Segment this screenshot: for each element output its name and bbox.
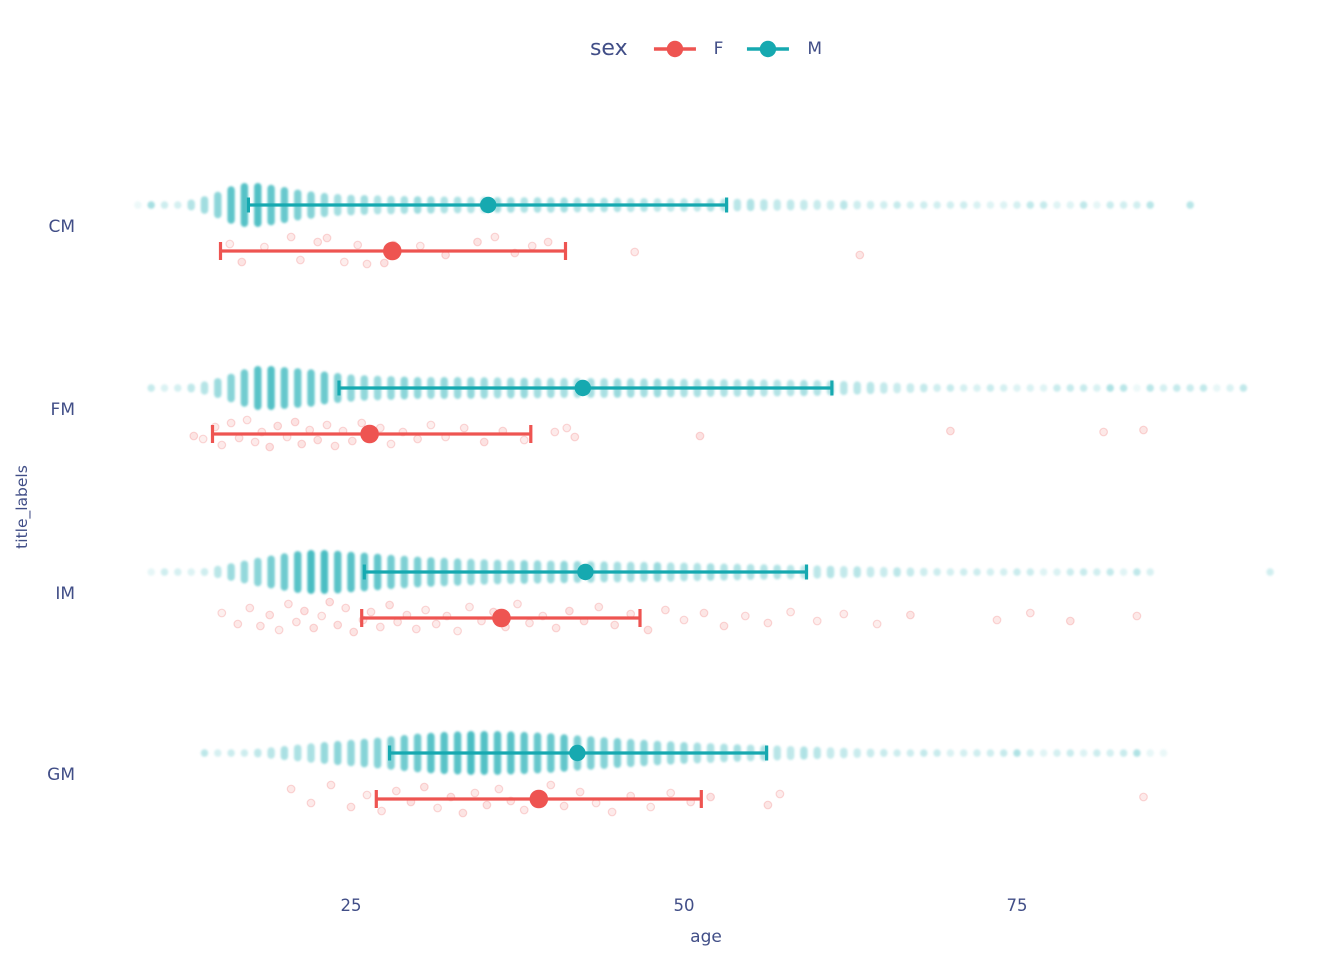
pointrange-FM-M [337,379,834,397]
legend-item-F: F [652,38,724,59]
category-label-IM: IM [55,584,75,604]
scatter-CM-F [225,232,865,269]
category-label-CM: CM [48,217,75,237]
scatter-IM-F [217,597,1142,637]
pointrange-GM-F [374,789,703,809]
y-axis-title: title_labels [13,465,31,549]
strip-GM-M [200,731,1168,775]
x-axis-title: age [690,927,722,947]
pointrange-IM-F [360,608,642,628]
legend-key-M-icon [747,40,790,57]
x-tick-label-75: 75 [1006,896,1028,915]
x-tick-label-50: 50 [673,896,695,915]
pointrange-CM-M [246,196,729,214]
pointrange-CM-F [218,241,568,261]
legend-label: F [713,38,724,59]
legend-item-M: M [745,39,822,59]
legend-title: sex [589,36,628,61]
x-tick-label-25: 25 [340,896,362,915]
legend-label: M [807,38,823,59]
pointrange-IM-M [362,563,809,581]
category-label-FM: FM [50,400,75,420]
pointrange-FM-F [210,424,533,444]
legend-key-F-icon [653,40,696,57]
strip-CM-M [134,183,1194,227]
pointrange-GM-M [388,744,769,762]
category-label-GM: GM [47,765,75,785]
